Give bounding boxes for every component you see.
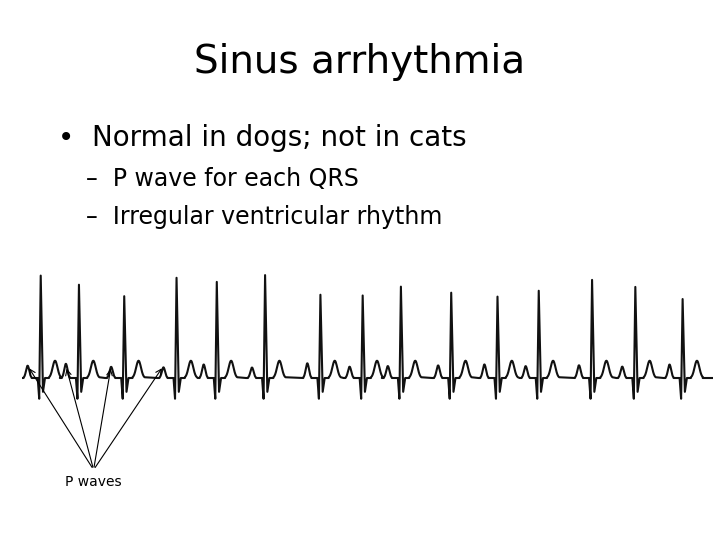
- Text: –  Irregular ventricular rhythm: – Irregular ventricular rhythm: [86, 205, 443, 229]
- Text: P waves: P waves: [66, 475, 122, 489]
- Text: Sinus arrhythmia: Sinus arrhythmia: [194, 43, 526, 81]
- Text: •  Normal in dogs; not in cats: • Normal in dogs; not in cats: [58, 124, 467, 152]
- Text: –  P wave for each QRS: – P wave for each QRS: [86, 167, 359, 191]
